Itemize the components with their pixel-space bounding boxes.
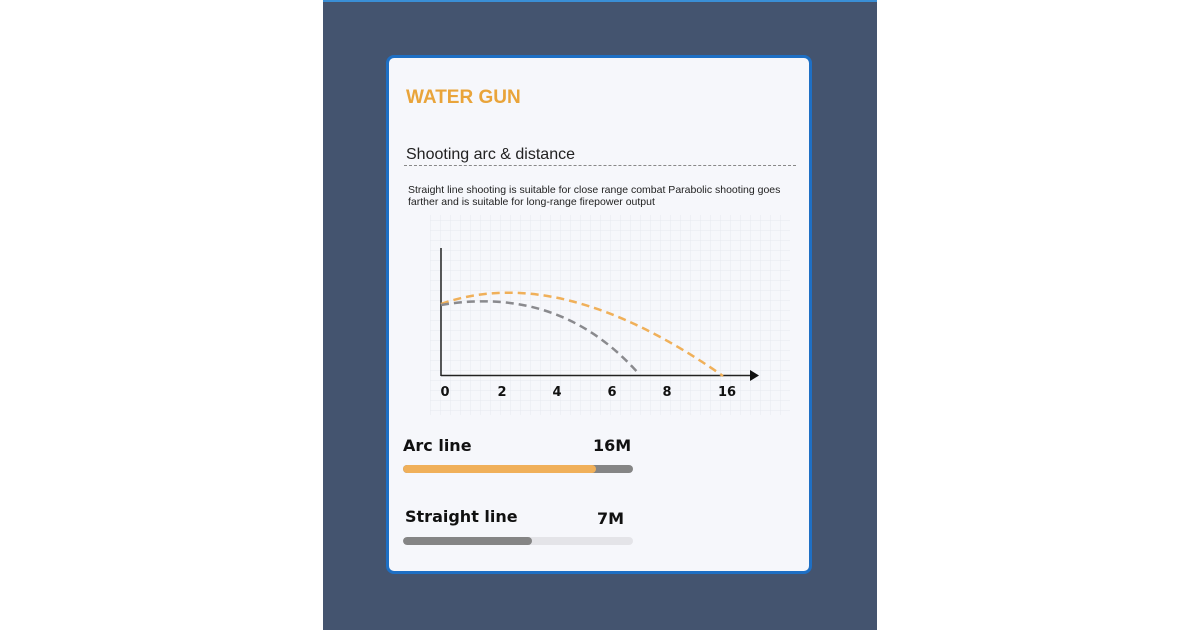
arc-line-progress-fill <box>403 465 597 473</box>
x-tick-label: 4 <box>552 385 561 400</box>
x-tick-label: 8 <box>662 385 671 400</box>
grid-background <box>430 215 790 415</box>
straight-line-progress-fill <box>403 537 532 545</box>
x-axis-arrow-icon <box>750 370 759 381</box>
arc-trajectory <box>440 291 724 378</box>
arc-line-progress-bar <box>403 465 633 473</box>
x-tick-label: 0 <box>440 385 449 400</box>
section-subtitle: Shooting arc & distance <box>406 146 575 163</box>
straight-line-progress-bar <box>403 537 633 545</box>
product-title: WATER GUN <box>406 87 521 108</box>
straight-line-value: 7M <box>597 509 625 528</box>
arc-line-label: Arc line <box>403 436 472 455</box>
arc-line-value: 16M <box>593 436 632 455</box>
x-tick-label: 16 <box>718 385 736 400</box>
x-tick-label: 2 <box>497 385 506 400</box>
description-text: Straight line shooting is suitable for c… <box>408 184 781 208</box>
dashed-divider <box>404 165 796 166</box>
x-tick-label: 6 <box>607 385 616 400</box>
straight-trajectory <box>440 300 640 375</box>
straight-line-label: Straight line <box>405 507 518 526</box>
trajectory-diagram: 0 2 4 6 8 16 <box>430 215 790 415</box>
